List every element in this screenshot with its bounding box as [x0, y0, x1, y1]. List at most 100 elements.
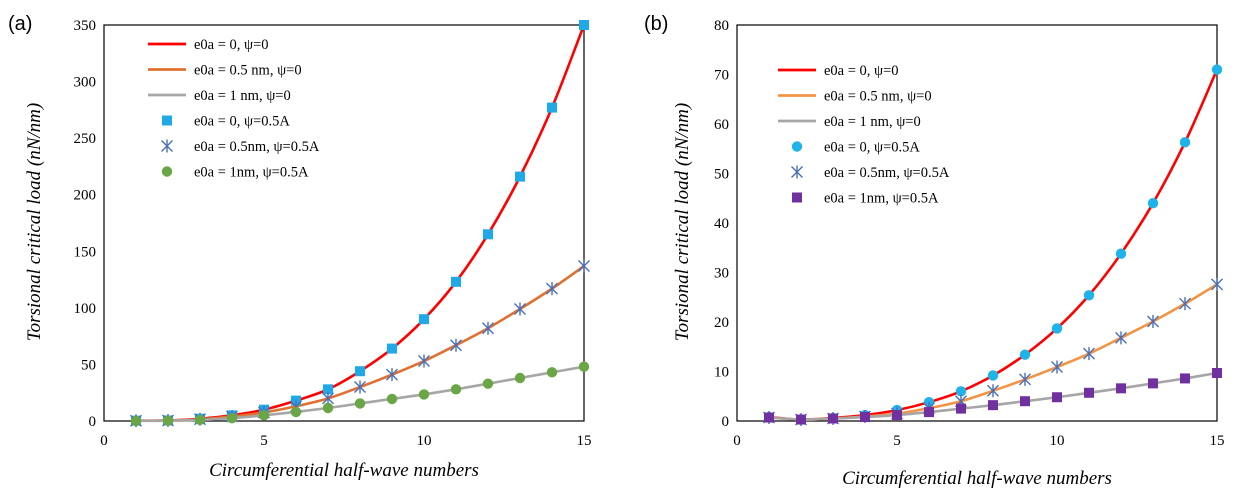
data-point — [1147, 198, 1159, 209]
series-line — [135, 264, 585, 423]
data-point — [354, 398, 366, 409]
series-line — [135, 24, 586, 422]
data-point — [1083, 347, 1095, 361]
data-point — [1115, 331, 1127, 345]
legend-swatch — [791, 165, 803, 179]
data-point — [515, 171, 525, 182]
legend-label: e0a = 0.5 nm, ψ=0 — [824, 89, 932, 105]
plot-frame — [103, 24, 585, 422]
data-point — [514, 302, 526, 316]
y-tick-label: 350 — [74, 18, 97, 34]
y-tick-label: 60 — [714, 117, 729, 133]
data-point — [483, 229, 493, 240]
data-point — [1019, 349, 1031, 360]
y-tick-label: 40 — [714, 216, 729, 232]
data-point — [1179, 137, 1191, 148]
data-point — [579, 20, 589, 30]
data-point — [130, 415, 142, 427]
y-tick-label: 150 — [74, 244, 97, 260]
legend-swatch — [161, 166, 173, 177]
data-point — [1084, 387, 1094, 398]
x-tick-label: 0 — [733, 433, 741, 449]
axis-ticks: 0 5 10 15 0 10 20 30 40 50 60 70 80 — [714, 18, 1225, 449]
y-tick-label: 20 — [714, 315, 729, 331]
data-point — [547, 102, 557, 113]
data-point — [290, 406, 302, 418]
legend-label: e0a = 0.5 nm, ψ=0 — [194, 63, 302, 79]
data-point — [1083, 290, 1095, 301]
data-point — [451, 276, 461, 287]
legend-label: e0a = 1 nm, ψ=0 — [194, 88, 291, 104]
data-point — [482, 378, 494, 389]
data-point — [1148, 378, 1158, 389]
y-axis-title: Torsional critical load (nN/nm) — [24, 103, 45, 341]
data-point — [1212, 367, 1222, 378]
data-point — [956, 403, 966, 414]
data-point — [1116, 383, 1126, 394]
data-point — [194, 414, 206, 426]
x-tick-label: 10 — [417, 433, 432, 449]
x-tick-label: 5 — [893, 433, 901, 449]
panel-label: (a) — [8, 13, 32, 35]
data-point — [387, 343, 397, 354]
legend-label: e0a = 1nm, ψ=0.5A — [194, 165, 309, 181]
y-tick-label: 10 — [714, 365, 729, 381]
data-point — [892, 410, 902, 421]
series-markers — [763, 64, 1223, 427]
data-point — [1211, 277, 1223, 291]
legend-label: e0a = 0.5nm, ψ=0.5A — [194, 139, 320, 155]
chart-panel-b: (b) 0 5 10 15 0 10 20 30 40 50 60 70 80 e0a = 0, ψ=0… — [644, 13, 1225, 489]
data-point — [1115, 248, 1127, 259]
y-tick-label: 250 — [74, 131, 97, 147]
y-tick-label: 100 — [74, 301, 97, 317]
data-point — [924, 407, 934, 418]
legend-swatch — [791, 141, 803, 152]
data-point — [796, 414, 806, 425]
data-point — [514, 372, 526, 384]
data-point — [955, 386, 967, 397]
x-axis-title: Circumferential half-wave numbers — [209, 460, 479, 481]
data-point — [418, 389, 430, 400]
legend-label: e0a = 0, ψ=0.5A — [824, 140, 920, 156]
y-tick-label: 70 — [714, 68, 729, 84]
data-point — [258, 410, 270, 421]
data-point — [1180, 373, 1190, 384]
data-point — [450, 384, 462, 395]
plot-frame — [736, 24, 1218, 422]
data-point — [322, 391, 334, 405]
legend-label: e0a = 0, ψ=0.5A — [194, 114, 290, 130]
panel-label: (b) — [644, 13, 668, 35]
data-point — [764, 412, 774, 423]
legend-label: e0a = 0.5nm, ψ=0.5A — [824, 165, 950, 181]
y-tick-label: 50 — [81, 357, 96, 373]
x-tick-label: 15 — [577, 433, 592, 449]
y-tick-label: 50 — [714, 167, 729, 183]
data-point — [322, 402, 334, 414]
y-tick-label: 0 — [722, 414, 730, 430]
data-point — [1051, 323, 1063, 334]
legend-swatch — [161, 139, 173, 153]
data-point — [546, 282, 558, 296]
data-point — [987, 370, 999, 381]
data-point — [418, 354, 430, 368]
series-line — [768, 283, 1218, 421]
legend-label: e0a = 0, ψ=0 — [824, 63, 899, 79]
data-point — [1211, 64, 1223, 75]
x-tick-label: 5 — [260, 433, 268, 449]
x-tick-label: 0 — [100, 433, 108, 449]
data-point — [578, 259, 590, 273]
data-point — [323, 384, 333, 395]
data-point — [226, 412, 238, 424]
data-point — [546, 367, 558, 378]
series-markers — [130, 20, 590, 428]
data-point — [828, 413, 838, 424]
y-tick-label: 200 — [74, 188, 97, 204]
y-tick-label: 300 — [74, 75, 97, 91]
x-tick-label: 10 — [1050, 433, 1065, 449]
data-point — [860, 412, 870, 423]
data-point — [1052, 392, 1062, 403]
legend-label: e0a = 1 nm, ψ=0 — [824, 114, 921, 130]
x-axis-title: Circumferential half-wave numbers — [842, 468, 1112, 489]
